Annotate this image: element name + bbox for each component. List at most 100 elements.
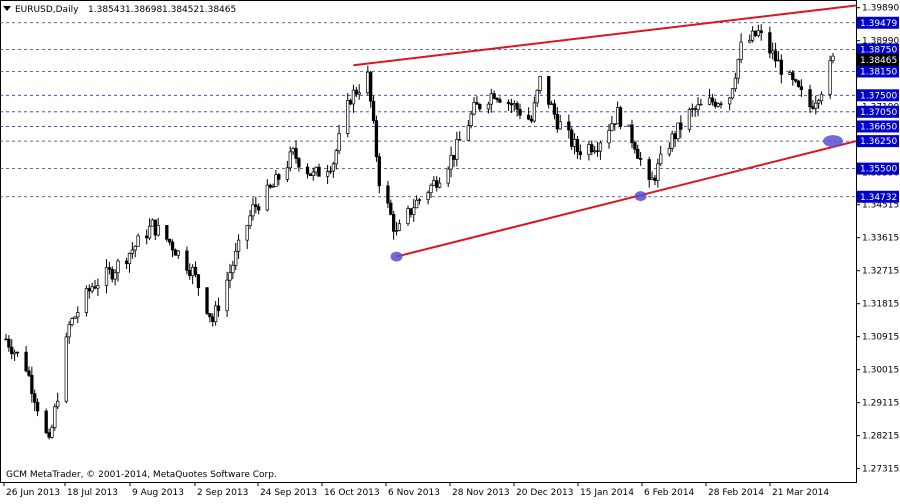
candle: [828, 55, 832, 99]
candle-body-bull: [96, 285, 100, 289]
candle-body-bull: [234, 250, 238, 266]
candle-body-bull: [285, 167, 290, 180]
candle: [412, 198, 416, 222]
candle-body-bull: [84, 288, 89, 313]
candle: [638, 151, 643, 166]
candle-body-bull: [248, 215, 252, 226]
candle-body-bull: [245, 225, 249, 241]
y-axis: 1.398901.389901.371901.362901.353901.345…: [856, 4, 899, 475]
candle-body-bull: [414, 199, 419, 209]
candle: [127, 252, 132, 273]
symbol-dropdown-icon[interactable]: [3, 6, 11, 11]
candle: [196, 274, 201, 296]
candle-body-bear: [567, 121, 571, 131]
candle: [716, 102, 720, 108]
y-tick-label: 1.28215: [862, 432, 899, 442]
candle: [248, 209, 252, 230]
candle-body-bull: [469, 113, 473, 127]
trendline-touch-marker: [634, 191, 647, 202]
candle: [334, 148, 338, 170]
candle-body-bull: [328, 170, 333, 173]
upper-trendline[interactable]: [353, 4, 857, 67]
candle-body-bear: [713, 101, 717, 107]
candle-body-bull: [412, 207, 416, 215]
candle-body-bear: [389, 202, 393, 215]
candle: [679, 115, 683, 139]
candle: [831, 52, 835, 64]
candle-body-bull: [53, 406, 57, 428]
x-tick-label: 16 Oct 2013: [324, 488, 380, 498]
level-price-tag: [857, 16, 899, 29]
candle-body-bull: [127, 253, 132, 265]
candle-body-bear: [529, 118, 534, 122]
candle: [225, 271, 229, 317]
candle: [47, 428, 51, 440]
candle-body-bull: [472, 102, 476, 115]
candle-body-bull: [225, 279, 229, 312]
candle: [437, 177, 442, 189]
candle-body-bear: [371, 100, 376, 122]
candle: [357, 84, 361, 100]
candle-body-bear: [33, 393, 37, 403]
candle: [727, 96, 732, 111]
candle: [124, 257, 129, 270]
candle-body-bull: [15, 351, 20, 354]
candle: [294, 140, 298, 164]
candle-body-bull: [311, 171, 315, 176]
candle: [87, 284, 91, 299]
candle-body-bear: [811, 106, 815, 109]
x-tick-label: 28 Feb 2014: [708, 488, 764, 498]
candle: [466, 120, 470, 141]
candle: [288, 146, 292, 172]
candle: [147, 218, 152, 241]
candle-body-bull: [331, 163, 336, 172]
candle-body-bear: [506, 101, 511, 104]
candle-body-bear: [498, 99, 502, 103]
candle: [538, 75, 542, 94]
candle-body-bear: [693, 108, 697, 110]
candle: [76, 306, 80, 323]
candle: [435, 176, 439, 192]
candle: [653, 174, 657, 186]
candle-body-bull: [699, 103, 703, 106]
candle: [268, 183, 272, 189]
candle: [690, 103, 694, 117]
candle-body-bear: [647, 159, 651, 180]
candle-body-bull: [314, 166, 318, 173]
lower-trendline[interactable]: [396, 140, 857, 258]
copyright-text: GCM MetaTrader, © 2001-2014, MetaQuotes …: [6, 470, 277, 480]
candle-body-bear: [110, 268, 114, 280]
candle-body-bull: [351, 89, 356, 105]
candle: [670, 130, 674, 152]
candle: [713, 98, 717, 109]
candle-body-bull: [133, 246, 137, 251]
candle: [710, 93, 715, 106]
candle: [515, 101, 519, 117]
candle: [475, 96, 479, 105]
candle: [366, 65, 370, 96]
candle: [572, 133, 577, 155]
candle: [656, 158, 660, 188]
candle: [446, 166, 450, 188]
ohlc-open: 1.38543: [88, 5, 125, 15]
candle-body-bear: [4, 338, 8, 341]
candle: [168, 238, 172, 246]
level-price-tag: [857, 89, 899, 102]
candle: [188, 263, 192, 280]
candle-body-bear: [575, 139, 580, 153]
candle-body-bull: [549, 103, 554, 105]
candle: [173, 248, 178, 256]
candle-body-bull: [366, 71, 370, 94]
candle-body-bull: [429, 184, 433, 194]
candle: [587, 141, 591, 161]
candle-body-bear: [145, 235, 149, 239]
candle: [277, 172, 281, 186]
candle: [53, 403, 57, 431]
candle-body-bear: [208, 313, 212, 318]
candle-body-bear: [679, 122, 683, 130]
candle: [84, 285, 89, 317]
candle-body-bull: [532, 102, 537, 122]
candle: [647, 156, 651, 188]
